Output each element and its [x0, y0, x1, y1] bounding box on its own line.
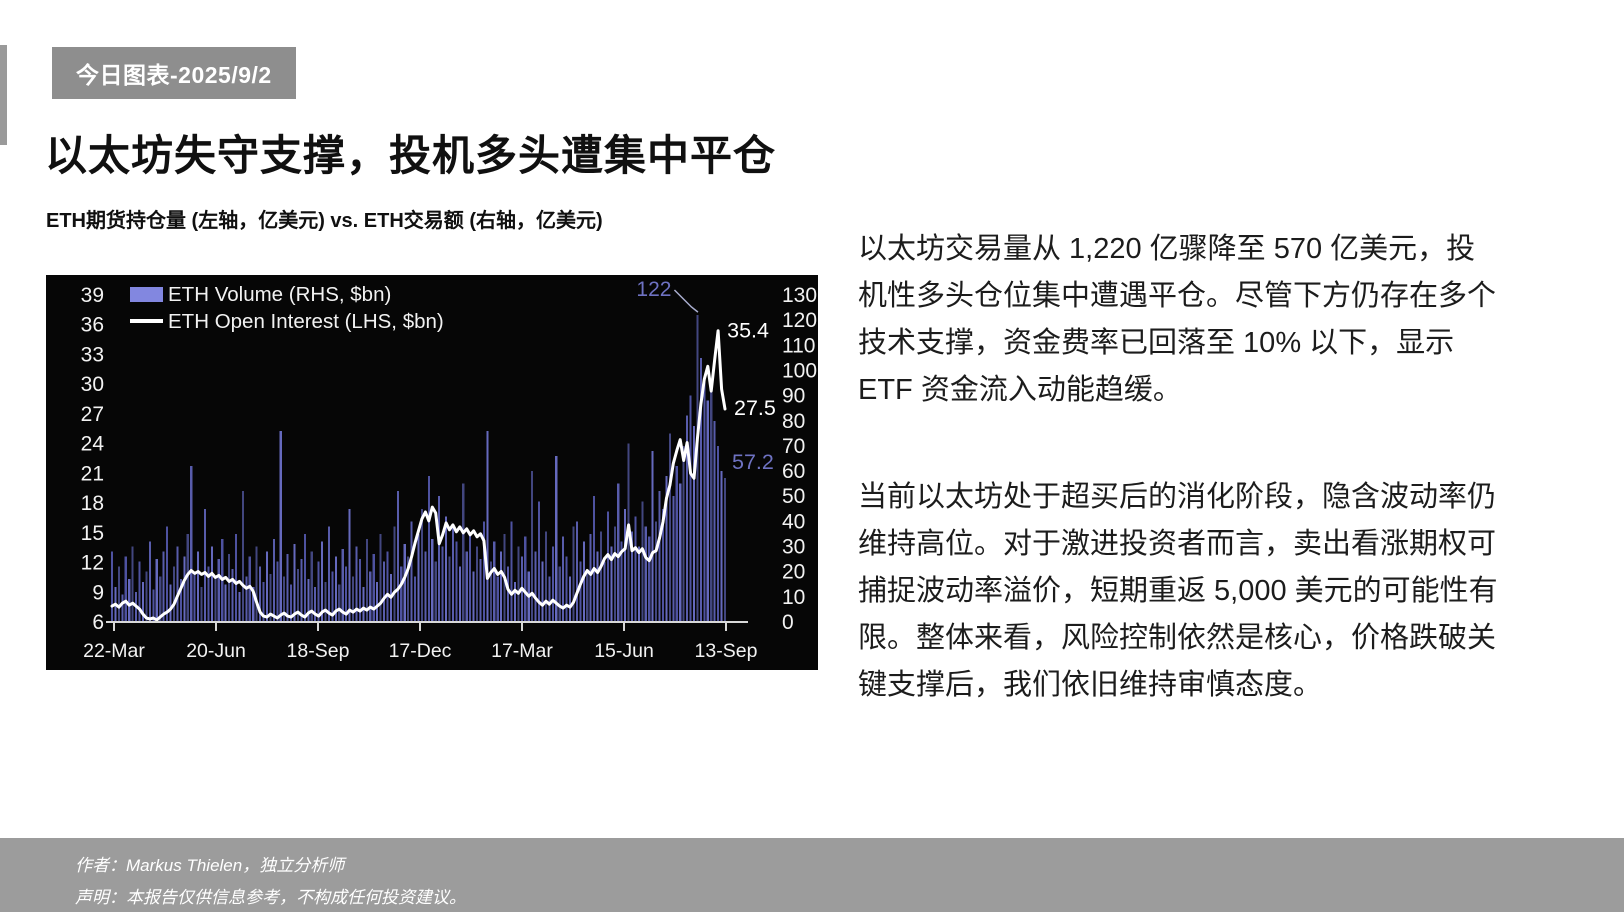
eth-chart-panel: 22-Mar 20-Jun 18-Sep 17-Dec 17-Mar 15-Jun 13-S…	[46, 275, 818, 670]
commentary-column: 以太坊交易量从 1,220 亿骤降至 570 亿美元，投机性多头仓位集中遭遇平仓…	[858, 226, 1498, 709]
annotations: 122 35.4 27.5 57.2	[636, 278, 775, 474]
svg-text:60: 60	[782, 460, 805, 483]
svg-text:10: 10	[782, 586, 805, 609]
svg-text:120: 120	[782, 309, 817, 332]
svg-text:ETH Open Interest (LHS, $bn): ETH Open Interest (LHS, $bn)	[168, 310, 444, 333]
footer-band: 作者：Markus Thielen，独立分析师 声明：本报告仅供信息参考，不构成…	[0, 838, 1624, 912]
open-interest-line	[110, 329, 727, 622]
svg-text:18-Sep: 18-Sep	[287, 640, 350, 662]
svg-text:0: 0	[782, 611, 794, 634]
svg-text:30: 30	[81, 373, 104, 396]
chart-subtitle: ETH期货持仓量 (左轴，亿美元) vs. ETH交易额 (右轴，亿美元)	[46, 210, 603, 232]
svg-text:17-Mar: 17-Mar	[491, 640, 553, 662]
footer-disclaimer: 声明：本报告仅供信息参考，不构成任何投资建议。	[75, 888, 466, 907]
eth-volume-open-interest-chart: 22-Mar 20-Jun 18-Sep 17-Dec 17-Mar 15-Jun 13-S…	[81, 278, 817, 662]
svg-text:9: 9	[92, 581, 104, 604]
bar-peak-pointer	[673, 289, 699, 313]
svg-text:6: 6	[92, 611, 104, 634]
svg-text:22-Mar: 22-Mar	[83, 640, 145, 662]
svg-text:15: 15	[81, 522, 104, 545]
svg-text:35.4: 35.4	[727, 319, 769, 343]
svg-text:18: 18	[81, 492, 104, 515]
svg-text:90: 90	[782, 385, 805, 408]
svg-text:70: 70	[782, 435, 805, 458]
legend: ETH Volume (RHS, $bn) ETH Open Interest (…	[130, 283, 444, 333]
svg-text:33: 33	[81, 343, 104, 366]
svg-text:20: 20	[782, 561, 805, 584]
svg-text:21: 21	[81, 462, 104, 485]
svg-text:130: 130	[782, 284, 817, 307]
date-badge-label: 今日图表-2025/9/2	[76, 62, 272, 88]
svg-text:24: 24	[81, 433, 105, 456]
svg-text:20-Jun: 20-Jun	[186, 640, 246, 662]
svg-text:57.2: 57.2	[732, 450, 774, 474]
svg-text:110: 110	[782, 334, 815, 357]
svg-text:30: 30	[782, 536, 805, 559]
svg-text:80: 80	[782, 410, 805, 433]
volume-bars	[110, 315, 727, 622]
date-badge: 今日图表-2025/9/2	[52, 47, 296, 99]
x-axis: 22-Mar 20-Jun 18-Sep 17-Dec 17-Mar 15-Jun 13-S…	[83, 621, 758, 662]
svg-text:50: 50	[782, 485, 805, 508]
svg-text:36: 36	[81, 314, 104, 337]
left-accent-bar	[0, 45, 7, 145]
svg-text:39: 39	[81, 284, 104, 307]
svg-text:ETH Volume (RHS, $bn): ETH Volume (RHS, $bn)	[168, 283, 391, 306]
svg-text:12: 12	[81, 552, 104, 575]
commentary-paragraph-2: 当前以太坊处于超买后的消化阶段，隐含波动率仍维持高位。对于激进投资者而言，卖出看…	[858, 481, 1498, 701]
svg-text:17-Dec: 17-Dec	[389, 640, 452, 662]
svg-text:27.5: 27.5	[734, 396, 776, 420]
svg-text:13-Sep: 13-Sep	[695, 640, 758, 662]
commentary-paragraph-1: 以太坊交易量从 1,220 亿骤降至 570 亿美元，投机性多头仓位集中遭遇平仓…	[858, 233, 1497, 406]
svg-text:40: 40	[782, 510, 805, 533]
svg-text:15-Jun: 15-Jun	[594, 640, 654, 662]
left-axis-labels: 39 36 33 30 27 24 21 18 15 12 9 6	[81, 284, 105, 634]
footer-author: 作者：Markus Thielen，独立分析师	[75, 856, 345, 875]
svg-text:100: 100	[782, 359, 817, 382]
svg-text:27: 27	[81, 403, 104, 426]
page-title: 以太坊失守支撑，投机多头遭集中平仓	[45, 132, 777, 179]
legend-volume-swatch	[130, 287, 163, 302]
svg-text:122: 122	[636, 278, 671, 301]
